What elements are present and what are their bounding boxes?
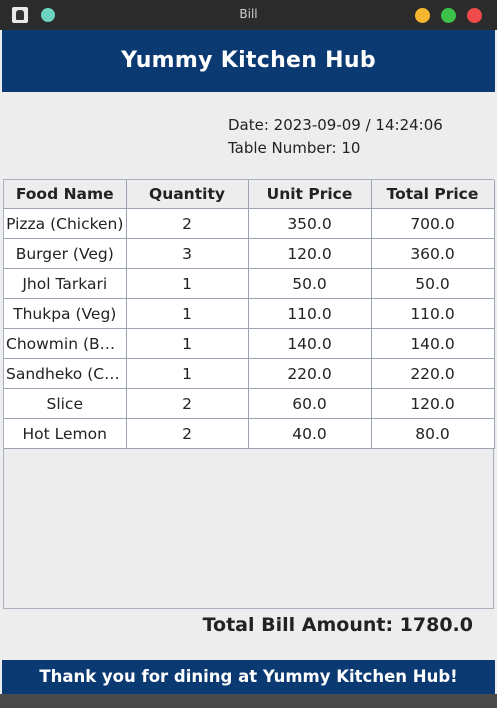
- table-row[interactable]: Sandheko (Ch... 1 220.0 220.0: [4, 358, 495, 389]
- minimize-button[interactable]: [415, 8, 430, 23]
- bill-date: Date: 2023-09-09 / 14:24:06: [228, 116, 443, 134]
- window-bottom-edge: [0, 694, 497, 708]
- total-bill-amount: Total Bill Amount: 1780.0: [202, 614, 473, 636]
- cell-total-price[interactable]: 700.0: [371, 208, 495, 239]
- cell-unit-price[interactable]: 50.0: [248, 268, 372, 299]
- table-row[interactable]: Jhol Tarkari 1 50.0 50.0: [4, 268, 495, 299]
- cell-quantity[interactable]: 3: [126, 238, 249, 269]
- cell-quantity[interactable]: 1: [126, 268, 249, 299]
- cell-total-price[interactable]: 80.0: [371, 418, 495, 449]
- cell-unit-price[interactable]: 140.0: [248, 328, 372, 359]
- bill-info: Date: 2023-09-09 / 14:24:06 Table Number…: [228, 114, 443, 160]
- cell-total-price[interactable]: 120.0: [371, 388, 495, 419]
- cell-unit-price[interactable]: 110.0: [248, 298, 372, 329]
- cell-unit-price[interactable]: 60.0: [248, 388, 372, 419]
- bill-table: Food Name Quantity Unit Price Total Pric…: [4, 180, 495, 449]
- cell-total-price[interactable]: 360.0: [371, 238, 495, 269]
- table-row[interactable]: Thukpa (Veg) 1 110.0 110.0: [4, 298, 495, 329]
- cell-food-name[interactable]: Jhol Tarkari: [4, 268, 127, 299]
- cell-quantity[interactable]: 1: [126, 298, 249, 329]
- close-button[interactable]: [467, 8, 482, 23]
- cell-total-price[interactable]: 140.0: [371, 328, 495, 359]
- cell-unit-price[interactable]: 120.0: [248, 238, 372, 269]
- pin-icon[interactable]: [41, 8, 55, 22]
- column-header-total-price[interactable]: Total Price: [371, 180, 495, 209]
- cell-food-name[interactable]: Sandheko (Ch...: [4, 358, 127, 389]
- column-header-unit-price[interactable]: Unit Price: [248, 180, 372, 209]
- table-number: Table Number: 10: [228, 139, 361, 157]
- cell-food-name[interactable]: Hot Lemon: [4, 418, 127, 449]
- table-row[interactable]: Slice 2 60.0 120.0: [4, 388, 495, 419]
- thank-you-footer: Thank you for dining at Yummy Kitchen Hu…: [2, 660, 495, 694]
- column-header-food-name[interactable]: Food Name: [4, 180, 127, 209]
- cell-quantity[interactable]: 1: [126, 358, 249, 389]
- column-header-quantity[interactable]: Quantity: [126, 180, 249, 209]
- cell-unit-price[interactable]: 350.0: [248, 208, 372, 239]
- table-row[interactable]: Hot Lemon 2 40.0 80.0: [4, 418, 495, 449]
- cell-quantity[interactable]: 2: [126, 418, 249, 449]
- table-row[interactable]: Pizza (Chicken) 2 350.0 700.0: [4, 208, 495, 239]
- title-bar[interactable]: Bill: [0, 0, 497, 30]
- table-header-row: Food Name Quantity Unit Price Total Pric…: [4, 180, 495, 209]
- window-title: Bill: [239, 7, 258, 21]
- maximize-button[interactable]: [441, 8, 456, 23]
- app-icon: [12, 7, 28, 23]
- cell-quantity[interactable]: 1: [126, 328, 249, 359]
- cell-total-price[interactable]: 110.0: [371, 298, 495, 329]
- table-row[interactable]: Chowmin (Buff) 1 140.0 140.0: [4, 328, 495, 359]
- cell-food-name[interactable]: Pizza (Chicken): [4, 208, 127, 239]
- cell-unit-price[interactable]: 220.0: [248, 358, 372, 389]
- cell-unit-price[interactable]: 40.0: [248, 418, 372, 449]
- restaurant-name: Yummy Kitchen Hub: [121, 48, 376, 73]
- cell-quantity[interactable]: 2: [126, 208, 249, 239]
- cell-food-name[interactable]: Slice: [4, 388, 127, 419]
- cell-total-price[interactable]: 220.0: [371, 358, 495, 389]
- bill-table-container[interactable]: Food Name Quantity Unit Price Total Pric…: [3, 179, 495, 609]
- table-row[interactable]: Burger (Veg) 3 120.0 360.0: [4, 238, 495, 269]
- cell-food-name[interactable]: Thukpa (Veg): [4, 298, 127, 329]
- cell-total-price[interactable]: 50.0: [371, 268, 495, 299]
- cell-quantity[interactable]: 2: [126, 388, 249, 419]
- cell-food-name[interactable]: Chowmin (Buff): [4, 328, 127, 359]
- cell-food-name[interactable]: Burger (Veg): [4, 238, 127, 269]
- restaurant-header: Yummy Kitchen Hub: [2, 30, 495, 92]
